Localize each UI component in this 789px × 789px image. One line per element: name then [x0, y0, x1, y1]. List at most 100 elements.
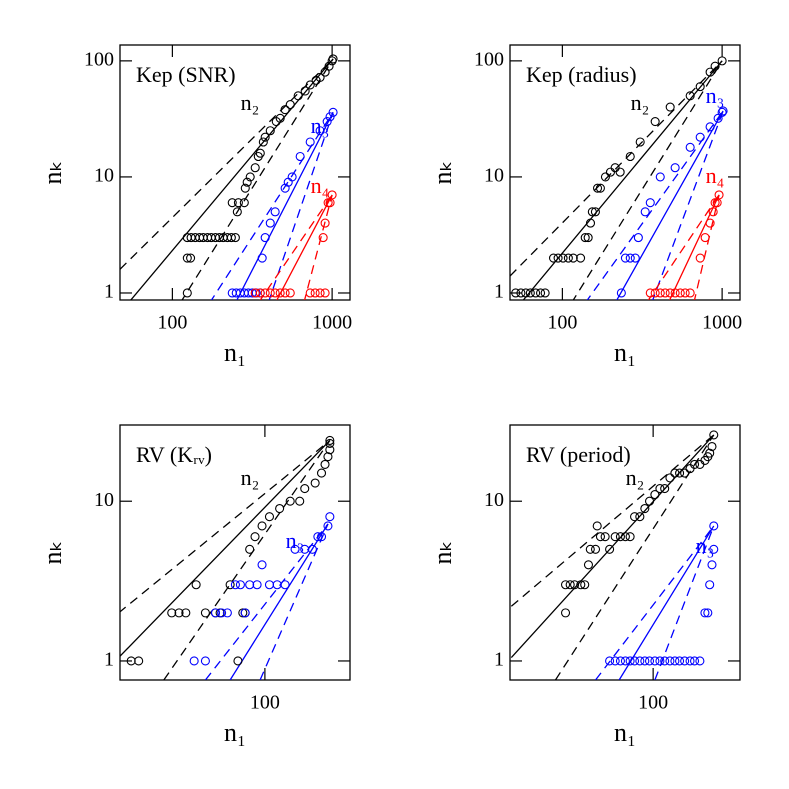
point: [240, 183, 250, 193]
x-axis-label: n₁: [224, 338, 246, 367]
point: [625, 151, 635, 162]
point: [620, 656, 630, 666]
series-label: n₂: [241, 90, 260, 115]
point: [714, 190, 724, 200]
point: [260, 132, 270, 142]
point: [250, 532, 260, 542]
point: [191, 580, 201, 590]
point: [260, 233, 270, 243]
x-tick-label: 1000: [702, 312, 742, 334]
point: [708, 207, 718, 217]
point: [200, 656, 210, 666]
point: [650, 288, 660, 298]
model-line: [510, 60, 723, 277]
point: [181, 608, 191, 618]
point: [625, 532, 635, 542]
point: [305, 137, 315, 147]
y-tick-label: 100: [474, 48, 504, 70]
point: [307, 544, 317, 554]
model-line: [120, 439, 331, 613]
point: [675, 288, 685, 298]
point: [226, 233, 236, 243]
point: [320, 288, 330, 298]
panel-title: RV (period): [526, 442, 631, 467]
plot-frame: [119, 44, 351, 301]
model-line: [236, 112, 334, 300]
point: [685, 142, 695, 152]
point: [700, 608, 710, 618]
point: [295, 496, 305, 506]
point: [625, 656, 635, 666]
point: [325, 435, 335, 446]
point: [280, 288, 290, 298]
y-axis-label: nₖ: [428, 540, 457, 564]
point: [644, 496, 655, 506]
point: [655, 288, 665, 298]
model-line: [668, 194, 720, 300]
model-line: [259, 194, 333, 300]
point: [232, 207, 242, 217]
point: [705, 122, 715, 132]
panel-title: RV (Kᵣᵥ): [136, 442, 212, 467]
point: [695, 253, 705, 263]
point: [245, 172, 255, 182]
point: [186, 253, 196, 263]
point: [235, 580, 245, 590]
point: [200, 608, 210, 618]
point: [290, 544, 300, 554]
plot-frame: [509, 44, 741, 301]
y-tick-label: 10: [484, 489, 504, 511]
series-label: n₃: [696, 533, 715, 558]
point: [535, 288, 546, 298]
point: [680, 288, 690, 298]
point: [250, 288, 260, 298]
point: [705, 448, 715, 458]
point: [565, 580, 575, 590]
point: [275, 288, 285, 298]
point: [630, 253, 640, 263]
series-label: n₂: [631, 90, 650, 115]
point: [328, 107, 338, 117]
model-line: [654, 525, 715, 680]
series-label: n₃: [706, 83, 725, 108]
point: [521, 288, 531, 298]
point: [182, 253, 192, 263]
point: [320, 459, 330, 469]
point: [590, 207, 600, 217]
point: [640, 207, 650, 217]
point: [245, 544, 255, 554]
point: [275, 503, 285, 514]
point: [270, 288, 280, 298]
point: [255, 288, 265, 298]
point: [685, 656, 695, 666]
model-line: [268, 112, 334, 300]
point: [580, 233, 590, 243]
point: [295, 151, 305, 162]
point: [238, 608, 248, 618]
model-line: [163, 440, 331, 680]
point: [710, 61, 720, 71]
model-line: [276, 194, 333, 300]
point: [644, 656, 655, 666]
point: [580, 580, 590, 590]
point: [280, 580, 290, 590]
point: [293, 91, 303, 101]
point: [709, 430, 719, 440]
point: [633, 233, 643, 243]
point: [255, 148, 265, 158]
point: [660, 288, 670, 298]
point: [182, 288, 192, 298]
point: [318, 233, 328, 243]
point: [525, 288, 535, 298]
model-line: [210, 112, 334, 300]
point: [250, 163, 260, 173]
point: [718, 106, 728, 116]
point: [324, 61, 334, 71]
point: [655, 172, 665, 182]
series-label: n₄: [706, 163, 725, 188]
point: [328, 54, 338, 64]
y-tick-label: 1: [104, 281, 114, 303]
point: [540, 288, 550, 298]
point: [316, 468, 327, 478]
